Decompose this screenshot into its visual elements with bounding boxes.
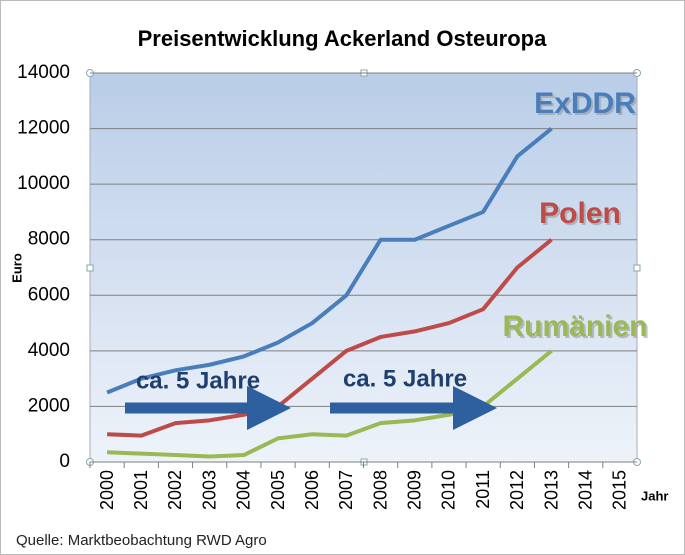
series-label: ExDDR — [534, 87, 636, 120]
y-tick-label: 14000 — [17, 62, 70, 83]
annotation: ca. 5 Jahre — [343, 365, 467, 392]
x-tick-label: 2009 — [405, 470, 425, 510]
x-tick-label: 2010 — [439, 470, 459, 510]
x-tick-label: 2004 — [234, 470, 254, 510]
source-note: Quelle: Marktbeobachtung RWD Agro — [16, 532, 267, 549]
y-tick-label: 10000 — [17, 173, 70, 194]
y-tick-label: 6000 — [28, 284, 70, 305]
series-label: Polen — [539, 197, 621, 230]
x-tick-label: 2007 — [336, 470, 356, 510]
x-tick-label: 2012 — [507, 470, 527, 510]
x-tick-label: 2006 — [302, 470, 322, 510]
series-label: Rumänien — [502, 310, 647, 343]
x-tick-label: 2014 — [575, 470, 595, 510]
series-label-shadow: Rumänien — [504, 312, 649, 345]
chart-title: Preisentwicklung Ackerland Osteuropa — [138, 26, 548, 51]
y-tick-label: 0 — [59, 451, 70, 472]
series-label-shadow: ExDDR — [536, 89, 638, 122]
series-label-shadow: Polen — [541, 199, 623, 232]
x-tick-label: 2003 — [199, 470, 219, 510]
x-tick-label: 2013 — [541, 470, 561, 510]
y-tick-label: 12000 — [17, 118, 70, 139]
x-tick-label: 2011 — [473, 470, 493, 509]
x-tick-label: 2015 — [610, 470, 630, 510]
y-axis-label: Euro — [9, 253, 24, 283]
x-axis-label: Jahr — [641, 488, 668, 503]
x-tick-label: 2005 — [268, 470, 288, 510]
marks: 0 2000 4000 6000 8000 10000 12000 14000 2000 2001… — [17, 62, 649, 510]
y-tick-label: 4000 — [28, 340, 70, 361]
x-tick-label: 2001 — [131, 470, 151, 510]
annotation: ca. 5 Jahre — [136, 367, 260, 394]
x-tick-label: 2008 — [370, 470, 390, 510]
y-tick-label: 8000 — [28, 229, 70, 250]
x-tick-label: 2000 — [97, 470, 117, 510]
series-line — [106, 127, 553, 395]
y-tick-label: 2000 — [28, 395, 70, 416]
series-line — [107, 238, 553, 438]
x-tick-label: 2002 — [165, 470, 185, 510]
